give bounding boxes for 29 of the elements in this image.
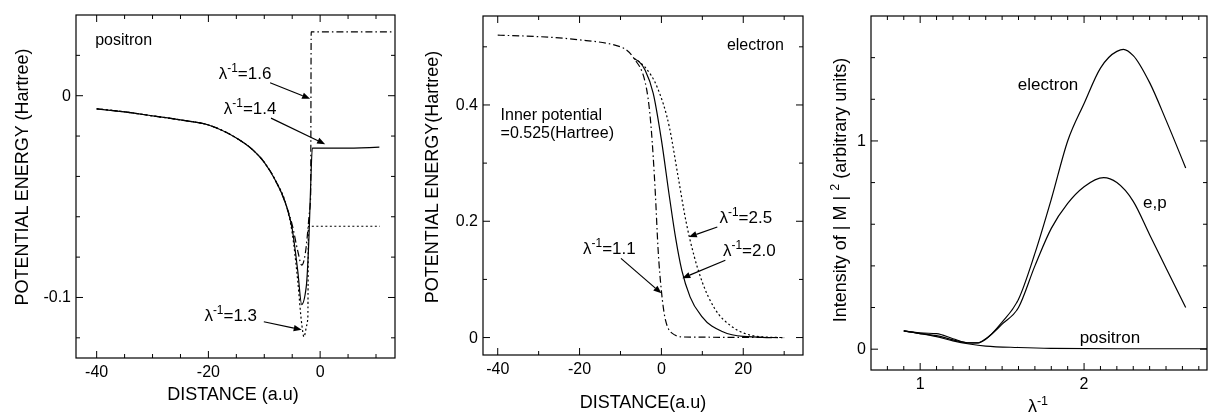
x-tick-label: 0 [315, 363, 325, 380]
series-label: positron [1079, 328, 1141, 348]
x-tick-label: -20 [196, 363, 221, 380]
y-tick-label: 0.4 [455, 95, 479, 113]
annotation: λ$^{-1}$=1.1 [583, 236, 636, 259]
x-tick-label: -40 [486, 360, 510, 377]
annotation: λ$^{-1}$=1.6 [218, 60, 272, 83]
annotation: Inner potential =0.525(Hartree) [500, 106, 614, 142]
annotation: λ$^{-1}$=2.5 [719, 204, 773, 227]
annotation: λ$^{-1}$=1.4 [223, 96, 277, 119]
annotation: positron [95, 30, 153, 48]
y-tick-label: 0 [469, 328, 479, 346]
x-tick-label: 2 [1079, 375, 1089, 392]
x-axis-title: DISTANCE(a.u) [579, 392, 707, 412]
y-tick-label: 0.2 [455, 212, 479, 230]
y-axis-title: POTENTIAL ENERGY(Hartree) [422, 50, 442, 304]
x-axis-title: λ$^{-1}$ [1027, 394, 1049, 416]
annotation: electron [726, 35, 784, 53]
series-label: electron [1017, 74, 1079, 94]
x-axis-title: DISTANCE (a.u) [167, 384, 299, 404]
y-axis-title: POTENTIAL ENERGY (Hartree) [12, 48, 32, 306]
x-tick-label: 0 [656, 360, 666, 377]
annotation: λ$^{-1}$=1.3 [204, 302, 258, 325]
x-tick-label: -40 [85, 363, 109, 380]
series-label: e,p [1143, 192, 1167, 212]
x-tick-label: -20 [568, 360, 592, 377]
annotation: λ$^{-1}$=2.0 [722, 238, 776, 261]
y-tick-label: -0.1 [43, 288, 72, 306]
x-tick-label: 20 [734, 360, 753, 377]
